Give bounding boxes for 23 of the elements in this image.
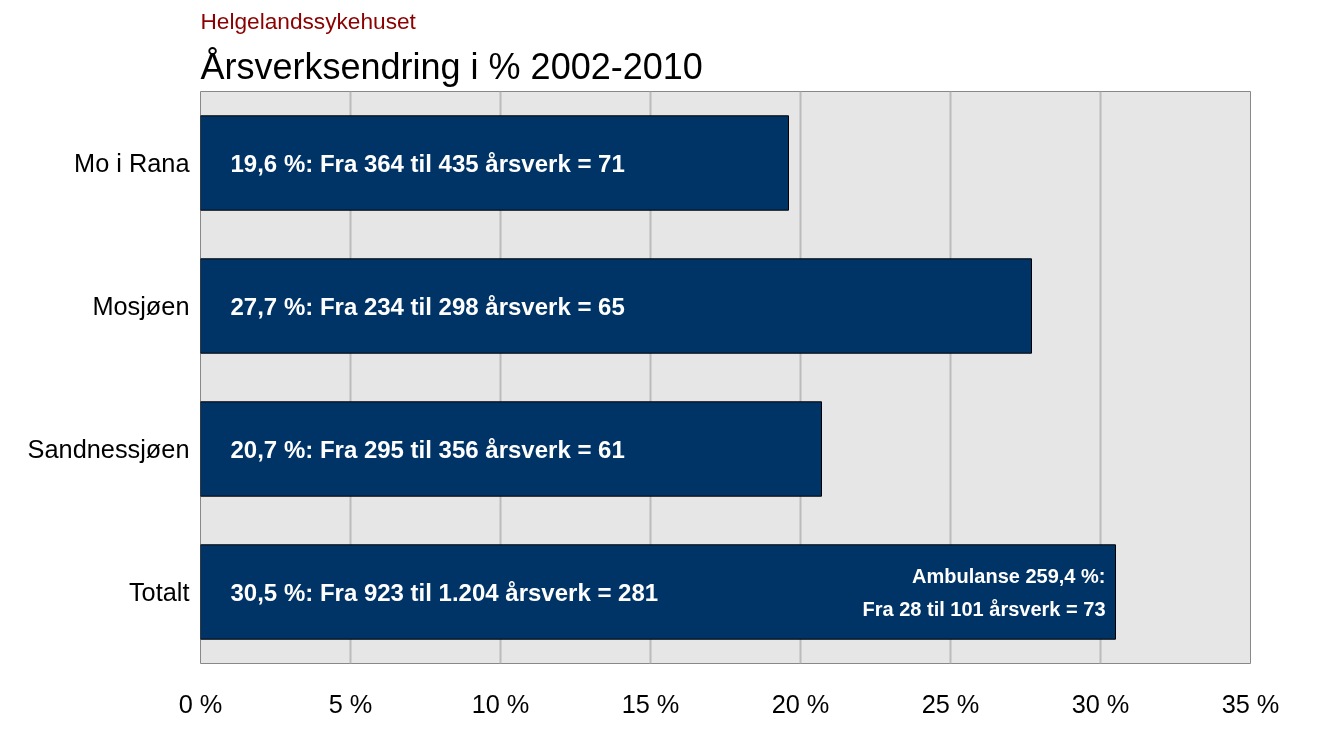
- annotation: Ambulanse 259,4 %: Fra 28 til 101 årsverk = 73: [862, 564, 1106, 620]
- x-tick-label: 15 %: [621, 689, 680, 718]
- data-label: 30,5 %: Fra 923 til 1.204 årsverk = 281: [230, 578, 659, 606]
- bar: [200, 401, 822, 497]
- data-label: 20,7 %: Fra 295 til 356 årsverk = 61: [230, 435, 625, 463]
- chart-subtitle: Helgelandssykehuset: [200, 7, 417, 34]
- bar: [200, 544, 1116, 640]
- data-label: 27,7 %: Fra 234 til 298 årsverk = 65: [230, 292, 625, 320]
- x-tick-label: 30 %: [1071, 689, 1130, 718]
- x-tick-label: 5 %: [328, 689, 373, 718]
- chart-title: Årsverksendring i % 2002-2010: [200, 45, 703, 87]
- x-tick-label: 10 %: [471, 689, 530, 718]
- y-tick-label: Mo i Rana: [74, 149, 191, 177]
- data-label: 19,6 %: Fra 364 til 435 årsverk = 71: [230, 149, 625, 177]
- x-tick-label: 25 %: [921, 689, 980, 718]
- y-tick-label: Sandnessjøen: [27, 435, 190, 463]
- bar: [200, 115, 789, 211]
- bar: [200, 258, 1032, 354]
- y-tick-label: Mosjøen: [92, 292, 190, 320]
- x-tick-label: 0 %: [178, 689, 223, 718]
- x-tick-label: 35 %: [1221, 689, 1280, 718]
- y-tick-label: Totalt: [128, 578, 190, 606]
- x-tick-label: 20 %: [771, 689, 830, 718]
